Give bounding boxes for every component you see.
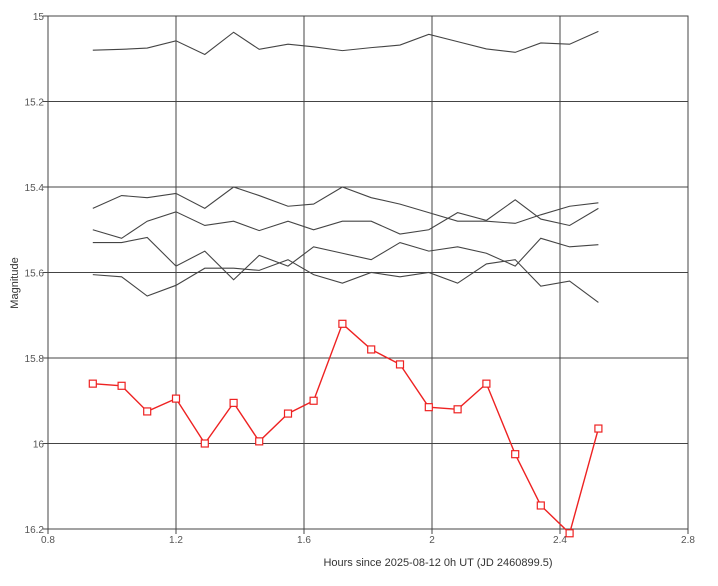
comparison-series-line (92, 199, 599, 239)
target-data-point (453, 405, 462, 414)
y-tick-label: 15.6 (25, 269, 45, 280)
target-data-point (88, 379, 97, 388)
target-data-point (338, 319, 347, 328)
target-data-point (117, 381, 126, 390)
target-data-point (200, 439, 209, 448)
target-data-point (171, 394, 181, 403)
target-data-point (594, 424, 603, 433)
x-tick-label: 1.2 (169, 535, 183, 546)
comparison-series-line (92, 259, 599, 303)
comparison-series-line (92, 236, 599, 281)
x-tick-label: 2.4 (553, 535, 567, 546)
y-axis-title: Magnitude (9, 257, 21, 308)
y-tick-label: 16 (33, 440, 45, 451)
target-data-point (255, 437, 264, 446)
comparison-series-line (92, 30, 599, 56)
x-axis-title: Hours since 2025-08-12 0h UT (JD 2460899… (323, 557, 552, 569)
y-tick-label: 15.2 (25, 98, 45, 109)
target-data-point (395, 360, 405, 369)
y-tick-label: 15.8 (25, 354, 45, 365)
target-series-line (92, 322, 600, 535)
target-data-point (424, 403, 433, 412)
target-data-point (309, 396, 318, 405)
tick-layer: 0.8 1.2 1.6 2 2.4 2.8 15 15.2 15.4 15.6 15.8 16 16.2 (25, 12, 696, 546)
x-tick-label: 0.8 (41, 535, 55, 546)
target-data-point (511, 450, 520, 459)
target-data-point (536, 501, 545, 510)
target-data-point (283, 409, 293, 418)
target-data-point (482, 379, 491, 388)
comparison-series-line (92, 186, 599, 224)
series-layer (88, 30, 603, 538)
target-data-point (565, 529, 574, 538)
x-tick-label: 2.8 (681, 535, 695, 546)
x-tick-label: 2 (429, 535, 435, 546)
target-data-point (367, 345, 376, 354)
y-tick-label: 15.4 (25, 183, 45, 194)
x-tick-label: 1.6 (297, 535, 311, 546)
target-data-point (229, 398, 238, 407)
y-tick-label: 16.2 (25, 525, 45, 536)
target-data-point (143, 407, 152, 416)
y-tick-label: 15 (33, 12, 45, 23)
